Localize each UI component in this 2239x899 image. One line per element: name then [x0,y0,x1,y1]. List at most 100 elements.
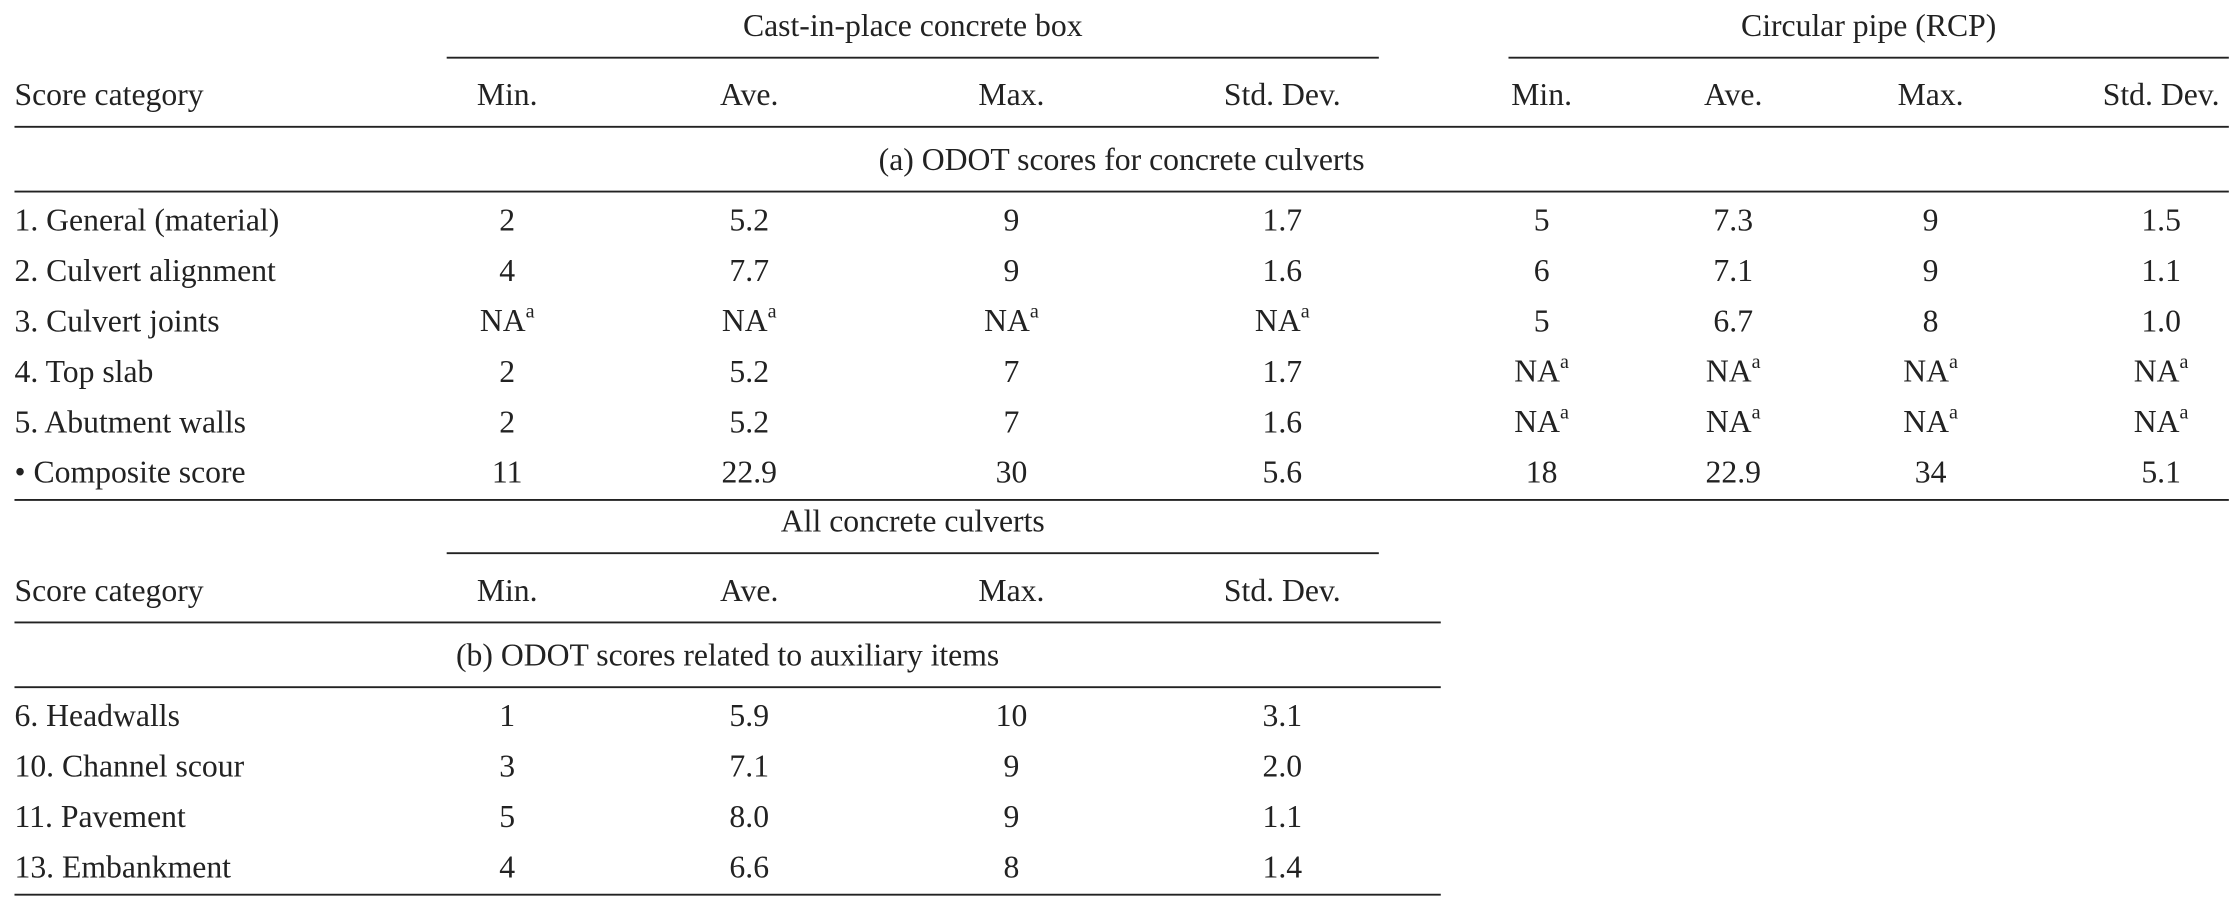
cell: 2 [499,203,515,238]
cell-text: NA [1706,404,1752,439]
cell-text: NA [1514,404,1560,439]
cell: 9 [1004,253,1020,288]
cell: 4 [499,849,515,884]
cell: 6 [1534,253,1550,288]
cell: NAa [1514,351,1569,389]
cell: 1.1 [2141,253,2181,288]
cell-text: NA [1706,354,1752,389]
cell: NAa [1903,351,1958,389]
cell: 22.9 [722,455,777,490]
cell: 3 [499,749,515,784]
column-header: Min. [477,77,538,112]
cell: 5 [1534,303,1550,338]
cell: 1.4 [1262,849,1302,884]
superscript: a [768,300,777,322]
cell: 1.0 [2141,303,2181,338]
row-label: 5. Abutment walls [14,404,245,439]
cell-text: NA [2134,354,2180,389]
cell: 9 [1923,203,1939,238]
footnote: aNA = not available. [14,895,271,899]
column-header: Ave. [720,77,778,112]
group-header: Cast-in-place concrete box [743,8,1083,43]
cell: 9 [1923,253,1939,288]
cell: 5 [1534,203,1550,238]
cell-text: NA [1903,404,1949,439]
cell: 34 [1915,455,1947,490]
column-header: Max. [978,77,1044,112]
cell: NAa [480,300,535,338]
superscript: a [2180,351,2189,373]
row-label: 4. Top slab [14,354,153,389]
row-label: 13. Embankment [14,849,231,884]
cell: NAa [1255,300,1310,338]
row-label: 3. Culvert joints [14,303,219,338]
cell: 1.5 [2141,203,2181,238]
cell: 5.1 [2141,455,2181,490]
cell: NAa [1514,401,1569,439]
column-header: Std. Dev. [1224,573,1341,608]
cell: 6.6 [729,849,769,884]
column-header: Min. [477,573,538,608]
cell-text: NA [480,303,526,338]
cell: 5.9 [729,698,769,733]
cell: 9 [1004,203,1020,238]
superscript: a [1030,300,1039,322]
cell: 5.2 [729,404,769,439]
cell: 2 [499,404,515,439]
row-label: • Composite score [14,455,245,490]
cell: 6.7 [1713,303,1753,338]
column-header: Std. Dev. [1224,77,1341,112]
section-title: (b) ODOT scores related to auxiliary ite… [456,638,999,673]
cell: 8 [1004,849,1020,884]
section-title: (a) ODOT scores for concrete culverts [879,142,1365,177]
cell: 1.1 [1262,799,1302,834]
cell: 7 [1004,404,1020,439]
row-label: 6. Headwalls [14,698,179,733]
cell: 10 [996,698,1028,733]
cell: 5 [499,799,515,834]
cell: 7.1 [1713,253,1753,288]
cell-text: NA [1255,303,1301,338]
cell: 8.0 [729,799,769,834]
cell: 9 [1004,749,1020,784]
superscript: a [1752,401,1761,423]
cell: 1 [499,698,515,733]
cell: 2.0 [1262,749,1302,784]
cell: NAa [2134,401,2189,439]
footnote-text: NA = not available. [23,896,271,899]
cell: NAa [722,300,777,338]
column-header: Ave. [720,573,778,608]
cell: 5.2 [729,354,769,389]
column-header: Max. [978,573,1044,608]
cell-text: NA [984,303,1030,338]
cell: 5.6 [1262,455,1302,490]
cell-text: NA [1514,354,1560,389]
row-label: 1. General (material) [14,203,279,238]
group-header: All concrete culverts [781,504,1045,539]
cell-text: NA [2134,404,2180,439]
cell: 3.1 [1262,698,1302,733]
superscript: a [1301,300,1310,322]
superscript: a [2180,401,2189,423]
superscript: a [14,895,23,899]
cell: 7 [1004,354,1020,389]
cell-text: NA [722,303,768,338]
superscript: a [1560,351,1569,373]
cell: 11 [492,455,523,490]
row-label: 2. Culvert alignment [14,253,276,288]
column-header: Score category [14,573,203,608]
group-header: Circular pipe (RCP) [1741,8,1996,43]
cell: 1.7 [1262,203,1302,238]
column-header: Min. [1511,77,1572,112]
superscript: a [1560,401,1569,423]
column-header: Ave. [1704,77,1762,112]
superscript: a [1949,401,1958,423]
cell: 7.7 [729,253,769,288]
cell: 9 [1004,799,1020,834]
column-header: Max. [1898,77,1964,112]
cell: 1.7 [1262,354,1302,389]
cell: 7.3 [1713,203,1753,238]
cell: 8 [1923,303,1939,338]
